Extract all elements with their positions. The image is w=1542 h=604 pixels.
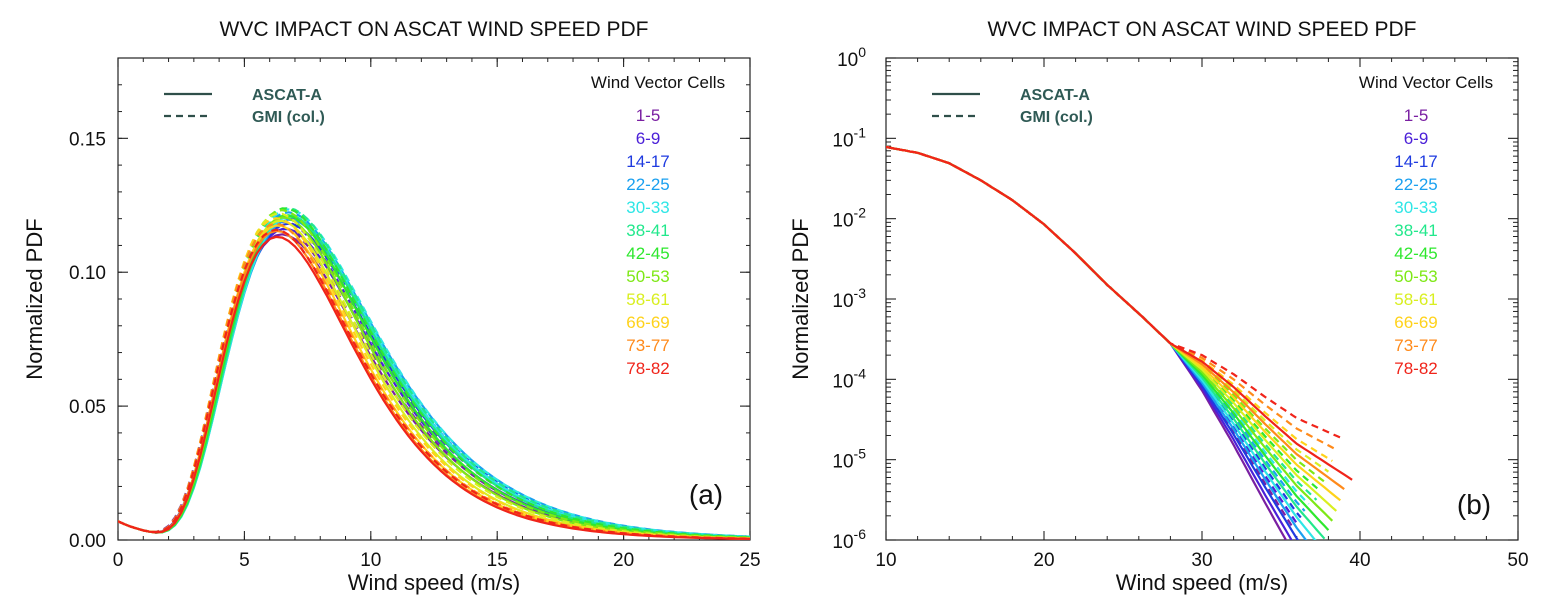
wvc-legend-item: 1-5 (636, 106, 661, 125)
legend-style-label: ASCAT-A (252, 87, 322, 104)
series-78-82-gmi (118, 228, 750, 540)
wvc-legend-item: 73-77 (626, 336, 669, 355)
wvc-legend-item: 50-53 (1394, 267, 1437, 286)
panel-label: (a) (689, 479, 723, 510)
wvc-legend-item: 73-77 (1394, 336, 1437, 355)
wvc-legend-item: 66-69 (626, 313, 669, 332)
x-tick-label: 25 (739, 550, 760, 571)
x-tick-label: 40 (1349, 550, 1370, 571)
series-22-25-gmi (886, 145, 1306, 512)
series-6-9-gmi (886, 145, 1298, 524)
series-22-25-ascat (886, 145, 1308, 540)
x-tick-label: 10 (360, 550, 381, 571)
wvc-legend-item: 1-5 (1404, 106, 1429, 125)
y-tick-label: 100 (837, 44, 866, 71)
series-42-45-gmi (118, 207, 750, 539)
y-tick-label: 0.10 (69, 263, 106, 284)
y-tick-label: 0.00 (69, 531, 106, 552)
series-73-77-gmi (886, 145, 1337, 451)
wvc-legend-item: 38-41 (1394, 221, 1437, 240)
series-78-82-gmi (886, 145, 1341, 439)
series-group (886, 145, 1353, 540)
x-tick-label: 0 (113, 550, 124, 571)
wvc-legend-item: 22-25 (626, 175, 669, 194)
series-58-61-gmi (118, 212, 750, 540)
wvc-legend-item: 30-33 (1394, 198, 1437, 217)
y-tick-label: 10-3 (832, 285, 866, 312)
wvc-legend-item: 30-33 (626, 198, 669, 217)
series-38-41-ascat (886, 145, 1326, 540)
y-axis-label: Normalized PDF (788, 218, 813, 379)
y-tick-label: 0.05 (69, 397, 106, 418)
x-axis-label: Wind speed (m/s) (348, 570, 520, 595)
y-tick-label: 0.15 (69, 129, 106, 150)
wvc-legend-item: 6-9 (636, 129, 661, 148)
wvc-legend-title: Wind Vector Cells (591, 73, 725, 92)
y-tick-label: 10-1 (832, 124, 866, 151)
wvc-legend-item: 42-45 (626, 244, 669, 263)
y-tick-label: 10-6 (832, 526, 866, 553)
wvc-legend-item: 14-17 (1394, 152, 1437, 171)
x-tick-label: 5 (239, 550, 250, 571)
wvc-legend-item: 22-25 (1394, 175, 1437, 194)
y-axis-label: Normalized PDF (22, 218, 47, 379)
wvc-legend-item: 78-82 (1394, 359, 1437, 378)
series-78-82-ascat (886, 145, 1353, 481)
wvc-legend-item: 42-45 (1394, 244, 1437, 263)
panel-a-chart: WVC IMPACT ON ASCAT WIND SPEED PDF 0 5 10 15… (22, 18, 761, 595)
series-1-5-ascat (886, 145, 1288, 540)
x-tick-label: 30 (1191, 550, 1212, 571)
wvc-legend-item: 14-17 (626, 152, 669, 171)
panel-label: (b) (1457, 489, 1491, 520)
series-14-17-ascat (886, 145, 1300, 540)
wvc-legend-item: 66-69 (1394, 313, 1437, 332)
x-tick-label: 15 (487, 550, 508, 571)
x-tick-label: 50 (1507, 550, 1528, 571)
y-tick-label: 10-2 (832, 205, 866, 232)
x-tick-label: 20 (1033, 550, 1054, 571)
wvc-legend-item: 78-82 (626, 359, 669, 378)
wvc-legend-item: 58-61 (626, 290, 669, 309)
legend-style-label: GMI (col.) (252, 109, 325, 126)
series-1-5-gmi (886, 145, 1294, 529)
series-14-17-gmi (886, 145, 1302, 519)
y-tick-label: 10-4 (832, 365, 866, 392)
wvc-legend-item: 38-41 (626, 221, 669, 240)
series-6-9-ascat (886, 145, 1293, 540)
chart-title: WVC IMPACT ON ASCAT WIND SPEED PDF (988, 18, 1417, 41)
wvc-legend-title: Wind Vector Cells (1359, 73, 1493, 92)
wvc-legend-item: 58-61 (1394, 290, 1437, 309)
series-58-61-ascat (886, 145, 1338, 512)
x-tick-label: 10 (875, 550, 896, 571)
x-tick-label: 20 (613, 550, 634, 571)
series-58-61-gmi (886, 145, 1330, 473)
legend-style-label: GMI (col.) (1020, 109, 1093, 126)
wvc-legend-item: 50-53 (626, 267, 669, 286)
wvc-legend-item: 6-9 (1404, 129, 1429, 148)
x-axis-label: Wind speed (m/s) (1116, 570, 1288, 595)
y-tick-label: 10-5 (832, 446, 866, 473)
panel-b-chart: WVC IMPACT ON ASCAT WIND SPEED PDF 10 20 30… (788, 18, 1529, 595)
series-66-69-gmi (886, 145, 1333, 462)
series-group (118, 206, 750, 540)
legend-style-label: ASCAT-A (1020, 87, 1090, 104)
chart-title: WVC IMPACT ON ASCAT WIND SPEED PDF (220, 18, 649, 41)
